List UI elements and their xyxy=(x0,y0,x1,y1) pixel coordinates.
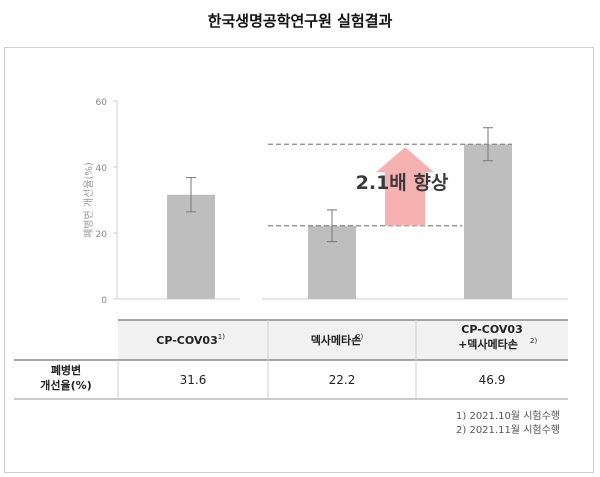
table-header-line1: CP-COV03 xyxy=(461,323,522,336)
table-header-sup: 1) xyxy=(218,333,225,341)
chart-title: 한국생명공학연구원 실험결과 xyxy=(207,12,393,30)
footnote-1: 1) 2021.10월 시험수행 xyxy=(456,411,560,422)
table-header-bg xyxy=(118,320,568,360)
table-value: 31.6 xyxy=(180,373,207,387)
bar xyxy=(464,144,512,299)
table-header-sup: 2) xyxy=(356,333,363,341)
row-header-line2: 개선율(%) xyxy=(40,378,91,392)
up-arrow xyxy=(376,147,434,226)
table-header-label: CP-COV03 xyxy=(156,334,217,347)
footnotes: 1) 2021.10월 시험수행 2) 2021.11월 시험수행 xyxy=(456,410,560,438)
y-tick-label: 60 xyxy=(96,98,108,108)
row-header-line1: 폐병변 xyxy=(51,363,81,377)
table-header-sup: 2) xyxy=(530,337,537,345)
table-header-label: 덱사메타손 xyxy=(311,333,362,347)
y-tick-label: 0 xyxy=(101,296,107,306)
y-tick-label: 20 xyxy=(96,230,108,240)
table-value: 46.9 xyxy=(479,373,506,387)
y-axis-label: 폐병변 개선율(%) xyxy=(83,162,95,238)
y-tick-label: 40 xyxy=(96,164,108,174)
improvement-label: 2.1배 향상 xyxy=(356,172,449,194)
footnote-2: 2) 2021.11월 시험수행 xyxy=(456,425,560,436)
table-value: 22.2 xyxy=(329,373,356,387)
table-header-label: +덱사메타손 xyxy=(458,337,518,351)
